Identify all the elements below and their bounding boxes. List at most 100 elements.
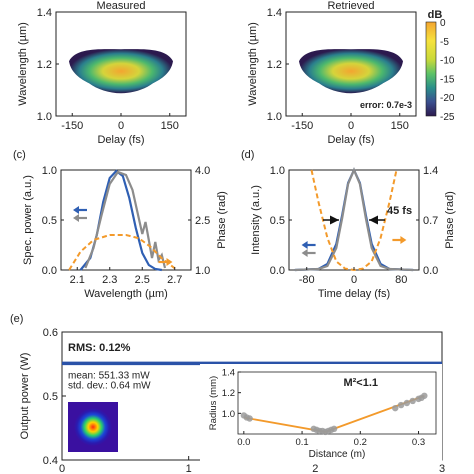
x-tick-label: 2.1 [70, 274, 85, 286]
chart-title: Measured [97, 0, 146, 12]
y-tick-label: 1.0 [270, 165, 285, 177]
y-tick-label: 1.0 [37, 111, 52, 123]
colorbar-tick-label: -5 [440, 37, 449, 48]
error-annotation: error: 0.7e-3 [360, 100, 412, 110]
y-tick-label: 1.2 [267, 59, 282, 71]
y-tick-label: 0.6 [43, 327, 58, 339]
inset-x-axis-label: Distance (m) [309, 449, 366, 460]
x-tick-label: 0 [348, 120, 354, 132]
legend-arrowhead-2 [166, 258, 173, 266]
inset-data-point [246, 415, 253, 422]
legend-arrowhead-0 [73, 206, 79, 214]
panel-d-temporal: (d) -80 0 80 0.0 0.5 1.0 0.0 0.7 1.4 Time delay (f… [241, 149, 456, 300]
panel-label: (d) [241, 149, 254, 161]
plot-frame [288, 169, 420, 271]
panel-label: (c) [13, 149, 26, 161]
x-tick-label: 150 [391, 120, 409, 132]
x-tick-label: 2.3 [102, 274, 117, 286]
y2-tick-label: 4.0 [195, 165, 210, 177]
colorbar-tick-label: -20 [440, 93, 455, 104]
y-tick-label: 1.0 [267, 111, 282, 123]
inset-data-point [397, 401, 405, 409]
x-tick-label: 3 [439, 463, 445, 474]
inset-data-point [330, 425, 338, 433]
y-tick-label: 1.2 [37, 59, 52, 71]
x-tick-label: -150 [61, 120, 83, 132]
colorbar-tick-label: 0 [440, 18, 446, 29]
legend-arrowhead-1 [301, 249, 308, 257]
panel-e-power-stability: (e) 0 1 2 3 0.4 0.5 0.6 Output power (W) RMS: 0.1… [10, 313, 445, 474]
inset-m2-label: M²<1.1 [343, 377, 378, 389]
x-tick-label: 0 [59, 463, 65, 474]
y-tick-label: 0.5 [270, 215, 285, 227]
x-tick-label: -80 [299, 274, 315, 286]
y-tick-label: 0.5 [43, 391, 58, 403]
std-label: std. dev.: 0.64 mW [68, 380, 151, 391]
colorbar-tick-label: -25 [440, 112, 455, 123]
inset-y-axis-label: Radius (mm) [208, 376, 219, 430]
x-tick-label: 150 [161, 120, 179, 132]
panel-label: (e) [10, 313, 23, 325]
x-axis-label: Delay (fs) [97, 134, 144, 146]
y-tick-label: 0.0 [42, 265, 57, 277]
rms-label: RMS: 0.12% [68, 342, 131, 354]
series-line-1 [294, 167, 414, 272]
colorbar-tick-label: -15 [440, 74, 455, 85]
y-axis-label: Output power (W) [19, 353, 31, 440]
y-axis-label: Wavelength (µm) [17, 22, 29, 106]
inset-data-point [392, 404, 399, 412]
fwhm-label: 45 fs [387, 205, 412, 217]
x-axis-label: Wavelength (µm) [84, 288, 168, 300]
y2-axis-label: Phase (rad) [216, 191, 228, 248]
mean-label: mean: 551.33 mW [68, 371, 150, 382]
x-tick-label: 2 [312, 463, 318, 474]
x-tick-label: 2.7 [167, 274, 182, 286]
y2-tick-label: 2.5 [195, 215, 210, 227]
panel-a-heatmap: Measured -150 0 150 1.0 1.2 1.4 Delay (fs) Wavel… [17, 0, 187, 146]
colorbar [425, 21, 437, 117]
heatmap-trace [69, 49, 173, 94]
inset-x-tick-label: 0.2 [354, 437, 367, 448]
y-tick-label: 1.4 [267, 7, 282, 19]
x-axis-label: Time delay (fs) [318, 288, 390, 300]
y-axis-label: Wavelength (µm) [247, 22, 259, 106]
x-tick-label: 1 [186, 463, 192, 474]
colorbar-tick-label: -10 [440, 56, 455, 67]
x-tick-label: 80 [395, 274, 407, 286]
legend-arrowhead-2 [400, 236, 407, 244]
series-line-1 [84, 170, 167, 269]
inset-x-tick-label: 0.1 [295, 437, 308, 448]
y-tick-label: 1.4 [37, 7, 52, 19]
colorbar-unit: dB [428, 9, 443, 21]
inset-y-tick-label: 1.4 [222, 368, 235, 379]
x-tick-label: -150 [291, 120, 313, 132]
y2-tick-label: 0.7 [423, 215, 438, 227]
y-tick-label: 0.5 [42, 215, 57, 227]
inset-data-point [403, 399, 411, 407]
y-tick-label: 0.4 [43, 455, 58, 467]
y-axis-label: Intensity (a.u.) [250, 185, 262, 255]
inset-data-point [409, 397, 416, 405]
y-tick-label: 1.0 [42, 165, 57, 177]
beam-profile-spot [74, 408, 112, 446]
series-line-2 [68, 234, 176, 271]
x-tick-label: 2.5 [135, 274, 150, 286]
inset-data-point [421, 392, 428, 399]
inset-y-tick-label: 1.0 [222, 409, 235, 420]
inset-x-tick-label: 0.3 [412, 437, 425, 448]
y2-tick-label: 0.0 [423, 265, 438, 277]
legend-arrowhead-1 [73, 214, 79, 222]
x-tick-label: 0 [351, 274, 357, 286]
inset-x-tick-label: 0.0 [237, 437, 250, 448]
y-tick-label: 0.0 [270, 265, 285, 277]
legend-arrowhead-0 [301, 241, 308, 249]
y2-tick-label: 1.4 [423, 165, 438, 177]
panel-c-spectrum: (c) 2.1 2.3 2.5 2.7 0.0 0.5 1.0 1.0 2.5 4.0 Wavelen… [13, 149, 228, 300]
heatmap-trace [299, 49, 403, 94]
x-axis-label: Delay (fs) [327, 134, 374, 146]
y2-axis-label: Phase (rad) [444, 191, 456, 248]
y2-tick-label: 1.0 [195, 265, 210, 277]
y-axis-label: Spec. power (a.u.) [22, 175, 34, 265]
